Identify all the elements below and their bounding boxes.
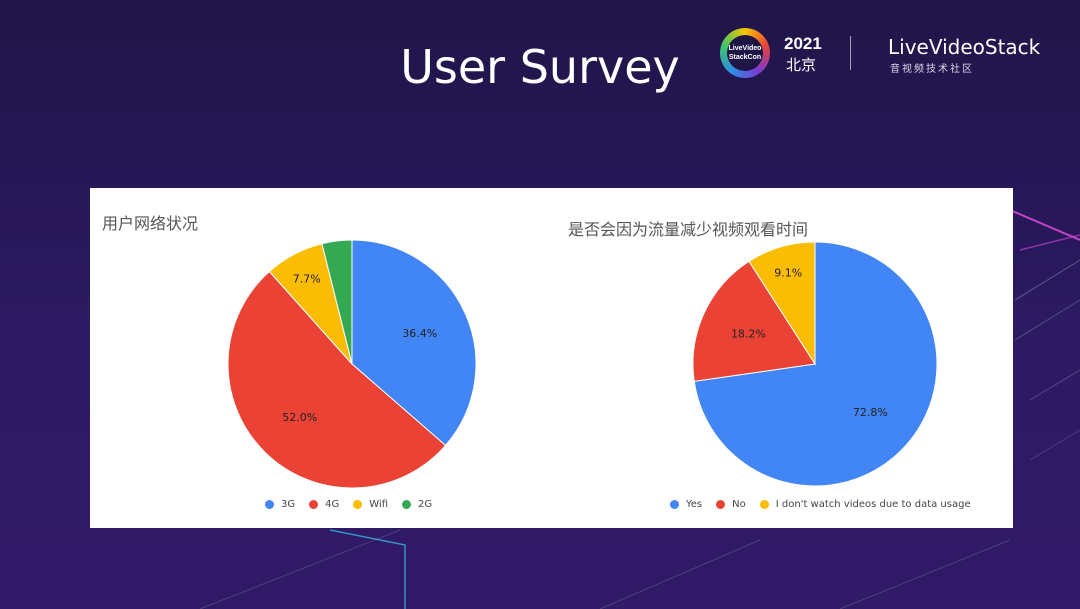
legend-item-0-1: 4G [309, 499, 339, 510]
legend-item-1-0: Yes [670, 499, 702, 510]
legend-dot-icon [309, 500, 319, 509]
pie-slice-0-0 [351, 239, 477, 447]
livevideostack-logo: LiveVideoStack [888, 35, 1041, 59]
chart-title-network: 用户网络状况 [102, 214, 199, 233]
slide-title: User Survey [400, 40, 680, 94]
legend-data-usage: Yes No I don't watch videos due to data us… [670, 499, 985, 510]
pie-label-0-1: 52.0% [282, 411, 317, 424]
pie-label-1-0: 72.8% [853, 406, 888, 419]
conference-logo-text: LiveVideo StackCon [727, 35, 763, 71]
event-city: 北京 [786, 56, 817, 74]
survey-charts-panel: 用户网络状况 是否会因为流量减少视频观看时间 36.4% 52.0% 7.7% 72.… [90, 188, 1013, 528]
legend-dot-icon [265, 500, 274, 509]
legend-dot-icon [670, 500, 679, 509]
pie-label-1-2: 9.1% [774, 267, 802, 280]
legend-label: 3G [281, 499, 296, 510]
pie-label-0-0: 36.4% [402, 327, 437, 340]
legend-item-0-3: 2G [402, 499, 432, 510]
legend-dot-icon [402, 500, 411, 509]
legend-label: 4G [325, 499, 340, 510]
pie-slice-1-2 [748, 241, 816, 366]
legend-label: Yes [686, 499, 703, 510]
legend-dot-icon [716, 500, 726, 509]
pie-slice-1-0 [693, 241, 938, 487]
legend-item-0-0: 3G [265, 499, 295, 510]
pie-label-1-1: 18.2% [731, 328, 766, 341]
legend-dot-icon [353, 500, 363, 509]
legend-label: 2G [418, 499, 433, 510]
pie-slice-0-1 [227, 270, 447, 489]
legend-item-1-1: No [716, 499, 746, 510]
legend-label: Wifi [369, 499, 388, 510]
pie-label-0-2: 7.7% [293, 273, 321, 286]
livevideostack-tagline: 音视频技术社区 [890, 64, 974, 75]
pie-slice-0-3 [321, 239, 353, 365]
legend-network: 3G 4G Wifi 2G [265, 499, 446, 510]
brand-header: LiveVideo StackCon 2021 北京 LiveVideoStac… [718, 24, 1058, 84]
conference-logo: LiveVideo StackCon [720, 28, 770, 78]
event-year: 2021 [784, 34, 822, 53]
legend-item-1-2: I don't watch videos due to data usage [759, 499, 971, 510]
legend-dot-icon [759, 500, 769, 509]
chart-title-data-usage: 是否会因为流量减少视频观看时间 [568, 220, 809, 239]
legend-label: No [732, 499, 746, 510]
legend-item-0-2: Wifi [353, 499, 388, 510]
pie-slice-1-1 [692, 260, 816, 382]
legend-label: I don't watch videos due to data usage [775, 499, 971, 510]
brand-divider [850, 36, 851, 70]
pie-charts: 36.4% 52.0% 7.7% 72.8% 18.2% 9.1% [227, 239, 938, 489]
